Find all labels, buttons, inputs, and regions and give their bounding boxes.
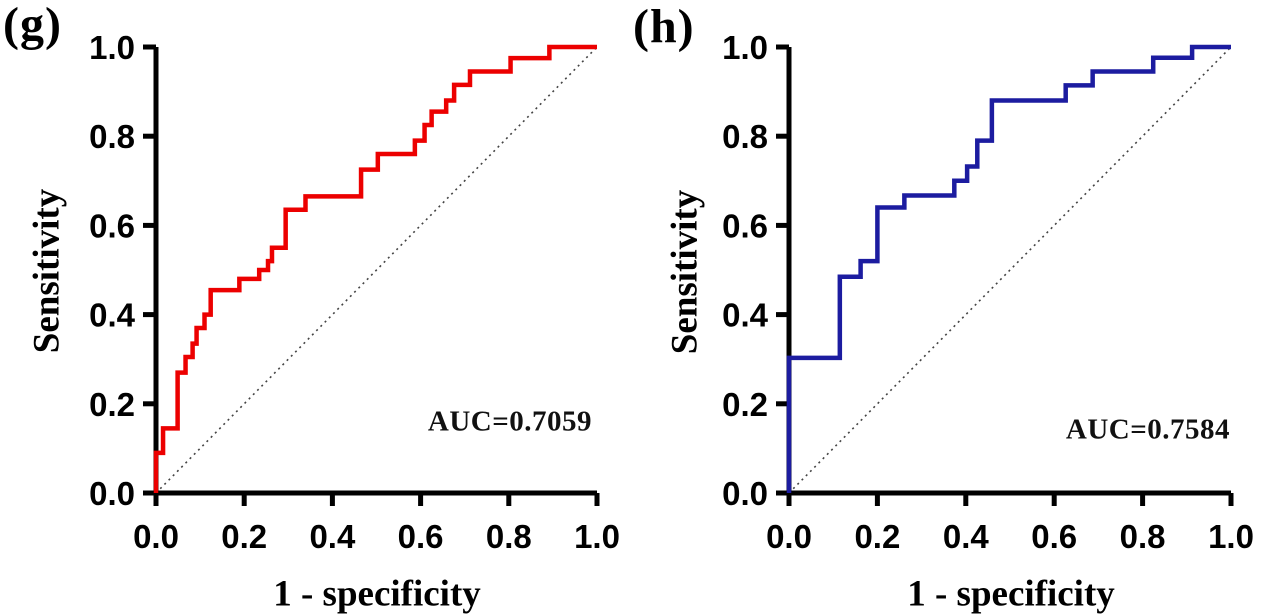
x-tick-label-h: 0.2: [854, 518, 900, 555]
y-tick-label-g: 0.4: [89, 297, 136, 334]
x-tick-label-g: 0.8: [486, 518, 532, 555]
roc-curve-g: [153, 44, 597, 493]
panel-h-auc-value: AUC=0.7584: [1065, 413, 1230, 446]
y-tick-label-h: 0.0: [722, 475, 768, 512]
reference-diagonal-h: [788, 46, 1232, 494]
x-tick-label-h: 0.4: [943, 518, 990, 555]
panel-g-label: (g): [3, 0, 62, 51]
y-tick-label-h: 1.0: [722, 29, 768, 66]
panel-h-ylabel: Sensitivity: [664, 189, 706, 355]
x-tick-label-g: 0.0: [133, 518, 179, 555]
x-tick-label-h: 1.0: [1208, 518, 1254, 555]
y-tick-label-g: 1.0: [89, 29, 135, 66]
x-tick-label-g: 0.2: [221, 518, 267, 555]
y-tick-label-h: 0.4: [722, 297, 769, 334]
x-tick-label-h: 0.6: [1031, 518, 1077, 555]
panel-g-xlabel: 1 - specificity: [273, 573, 481, 615]
y-tick-label-h: 0.2: [722, 386, 768, 423]
panel-h-xlabel: 1 - specificity: [907, 573, 1115, 615]
x-tick-label-h: 0.8: [1120, 518, 1166, 555]
panel-g-auc-value: AUC=0.7059: [427, 405, 592, 438]
y-tick-label-g: 0.6: [89, 207, 135, 244]
roc-curve-h: [786, 44, 1231, 493]
x-tick-label-g: 1.0: [574, 518, 620, 555]
panel-h-label: (h): [633, 0, 695, 53]
y-tick-label-g: 0.8: [89, 118, 135, 155]
x-tick-label-g: 0.6: [398, 518, 444, 555]
y-tick-label-h: 0.8: [722, 118, 768, 155]
reference-diagonal-g: [155, 46, 598, 494]
x-tick-label-h: 0.0: [766, 518, 812, 555]
y-tick-label-g: 0.0: [89, 475, 135, 512]
y-tick-label-h: 0.6: [722, 207, 768, 244]
y-tick-label-g: 0.2: [89, 386, 135, 423]
panel-g-ylabel: Sensitivity: [26, 188, 68, 354]
x-tick-label-g: 0.4: [309, 518, 356, 555]
